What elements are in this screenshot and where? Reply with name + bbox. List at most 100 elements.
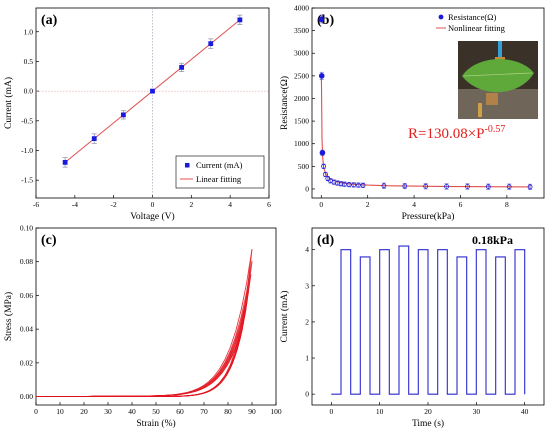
data-point — [319, 149, 326, 156]
panel-b: 0 2 4 6 8 0 500 1000 1500 2000 2500 3000 3500 4000 Pre… — [279, 4, 545, 222]
y-tick-label: 4000 — [294, 4, 309, 13]
legend-label: Current (mA) — [196, 160, 243, 170]
x-tick-label: -2 — [111, 200, 117, 209]
plot-frame — [35, 227, 277, 406]
x-tick-label: 2 — [366, 200, 370, 209]
data-point — [150, 88, 155, 94]
x-tick-label: 4 — [228, 200, 232, 209]
x-tick-label: 30 — [104, 407, 112, 416]
data-point — [323, 172, 328, 177]
y-axis-label: Resistance(Ω) — [279, 76, 290, 130]
data-point — [338, 181, 344, 187]
y-tick-label: -0.5 — [21, 116, 33, 125]
legend-label: Nonlinear fitting — [448, 23, 506, 33]
y-tick-label: 2500 — [294, 71, 309, 80]
x-tick-label: 4 — [412, 200, 416, 209]
panel-label: (c) — [41, 233, 57, 248]
y-tick-label: -1.5 — [21, 176, 33, 185]
stress-strain-cycle — [36, 249, 253, 398]
x-tick-label: 6 — [267, 200, 271, 209]
y-axis-label: Current (mA) — [3, 77, 14, 129]
data-point — [208, 41, 214, 47]
y-tick-label: 1000 — [294, 139, 309, 148]
fit-equation-exponent: -0.57 — [485, 124, 506, 135]
data-point — [381, 183, 387, 189]
stress-strain-cycle — [36, 282, 250, 397]
data-point — [237, 17, 243, 23]
x-axis-label: Voltage (V) — [130, 211, 174, 222]
y-tick-label: 3500 — [294, 26, 309, 35]
stress-strain-cycle — [36, 341, 238, 397]
x-tick-label: 80 — [224, 407, 232, 416]
y-tick-label: 1.0 — [24, 27, 34, 36]
x-tick-label: 70 — [200, 407, 208, 416]
y-tick-label: -1.0 — [21, 146, 33, 155]
y-tick-label: 0.5 — [24, 57, 34, 66]
x-tick-label: 0 — [329, 407, 333, 416]
stress-strain-cycle — [36, 299, 248, 398]
data-point — [318, 73, 325, 79]
data-point — [335, 180, 340, 186]
data-point — [423, 183, 429, 189]
y-tick-label: 0.06 — [20, 291, 33, 300]
data-point — [444, 184, 449, 189]
x-tick-label: 10 — [56, 407, 64, 416]
data-point — [120, 112, 126, 118]
x-tick-label: 8 — [505, 200, 509, 209]
legend-label: Linear fitting — [196, 174, 242, 184]
fit-equation-base: R=130.08×P — [408, 126, 485, 142]
y-tick-label: 0.0 — [24, 87, 34, 96]
y-tick-label: 1 — [305, 354, 309, 363]
x-tick-label: 40 — [128, 407, 136, 416]
panel-a: -6 -4 -2 0 2 4 6 -1.5 -1.0 -0.5 0.0 0.5 1.0 Voltage (… — [3, 7, 271, 222]
data-point — [527, 184, 533, 190]
x-tick-label: 90 — [248, 407, 256, 416]
x-tick-label: 10 — [376, 407, 384, 416]
data-point — [351, 182, 357, 188]
y-tick-label: 0 — [305, 390, 309, 399]
y-axis-label: Stress (MPa) — [3, 292, 14, 341]
stress-strain-cycle — [36, 328, 243, 398]
x-tick-label: 20 — [80, 407, 88, 416]
x-tick-label: 30 — [473, 407, 481, 416]
leaf-sensor-photo — [458, 41, 538, 119]
x-tick-label: 40 — [521, 407, 529, 416]
y-tick-label: 4 — [305, 245, 309, 254]
data-point — [506, 184, 512, 190]
photo-leaf-vein — [463, 72, 533, 77]
data-point — [485, 184, 491, 190]
photo-sensor — [486, 93, 498, 105]
legend-marker — [185, 163, 190, 168]
x-tick-label: -6 — [33, 200, 39, 209]
x-tick-label: 0 — [34, 407, 38, 416]
data-point — [321, 163, 327, 169]
photo-leaf — [462, 59, 534, 93]
data-point — [360, 182, 366, 188]
photo-lead — [478, 103, 482, 117]
panel-c: 0 10 20 30 40 50 60 70 80 90 100 0.00 0.02 0.04 0.06 0.… — [3, 224, 282, 430]
y-tick-label: 0.08 — [20, 257, 33, 266]
y-tick-label: 0.00 — [20, 392, 33, 401]
y-tick-label: 3 — [305, 281, 309, 290]
data-point — [318, 16, 325, 23]
data-point — [346, 182, 352, 188]
x-tick-label: 6 — [459, 200, 463, 209]
data-point — [342, 181, 347, 187]
data-point — [402, 183, 408, 189]
data-point — [355, 182, 361, 188]
x-axis-label: Pressure(kPa) — [402, 211, 455, 222]
stress-strain-cycle — [36, 291, 249, 398]
data-point — [91, 136, 97, 142]
x-axis-label: Strain (%) — [136, 418, 175, 429]
photo-wire — [498, 41, 502, 63]
x-tick-label: 2 — [189, 200, 193, 209]
data-point — [179, 64, 185, 70]
y-tick-label: 1500 — [294, 117, 309, 126]
stress-strain-cycle — [36, 314, 246, 397]
y-tick-label: 500 — [298, 162, 310, 171]
legend-marker — [438, 14, 444, 20]
y-tick-label: 2000 — [294, 94, 309, 103]
panel-d: 0 10 20 30 40 0 1 2 3 4 Time (s) Current (mA) (d) 0.1… — [279, 227, 545, 429]
x-tick-label: -4 — [72, 200, 78, 209]
